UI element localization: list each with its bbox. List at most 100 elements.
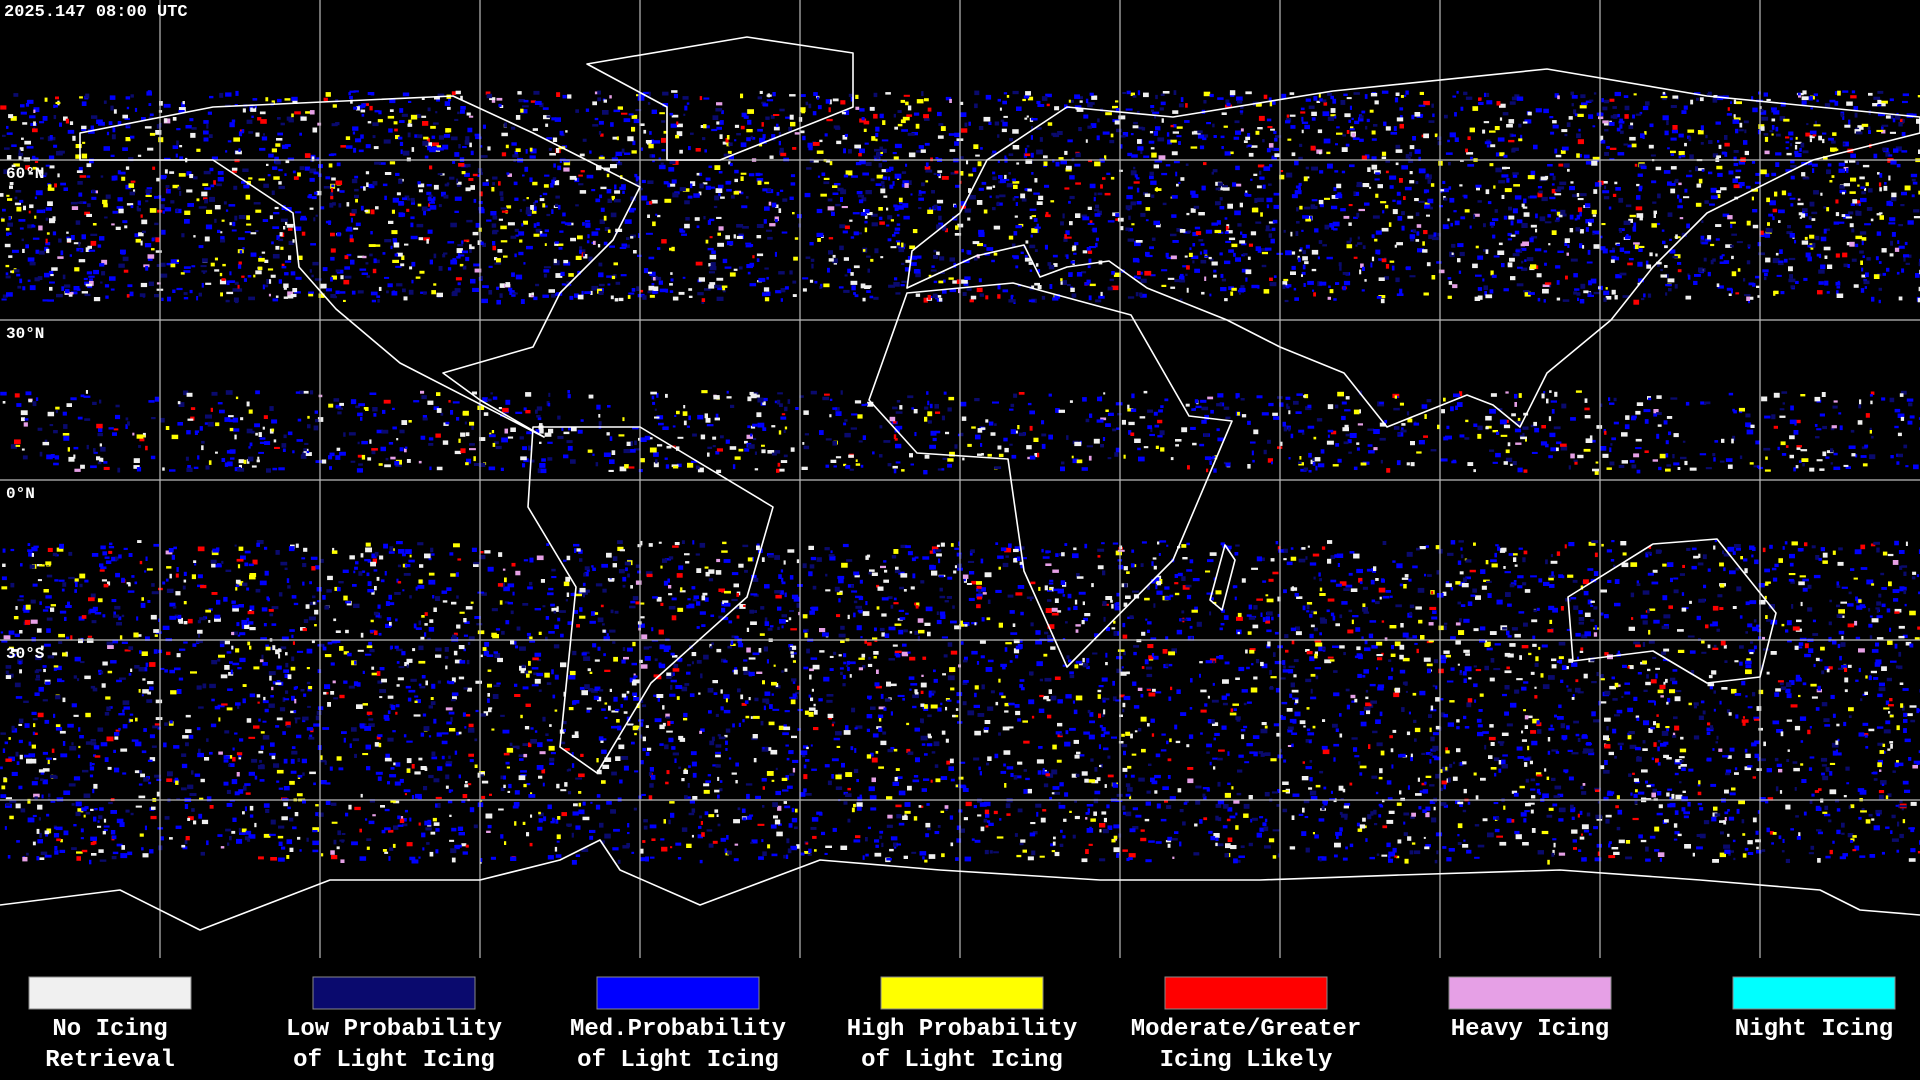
icing-pixel xyxy=(423,210,426,216)
icing-pixel xyxy=(1139,292,1143,297)
icing-pixel xyxy=(1286,172,1293,178)
icing-pixel xyxy=(1705,467,1712,470)
icing-pixel xyxy=(949,451,955,457)
icing-pixel xyxy=(937,468,945,471)
icing-pixel xyxy=(268,153,274,158)
icing-pixel xyxy=(71,206,79,210)
icing-pixel xyxy=(1012,197,1016,201)
icing-pixel xyxy=(1335,193,1343,199)
icing-pixel xyxy=(996,201,1000,206)
icing-pixel xyxy=(59,122,62,127)
icing-pixel xyxy=(55,101,61,104)
icing-pixel xyxy=(1822,425,1827,430)
icing-pixel xyxy=(75,220,81,225)
icing-pixel xyxy=(1854,112,1858,118)
icing-pixel xyxy=(217,229,221,233)
icing-pixel xyxy=(1328,285,1331,288)
icing-pixel xyxy=(978,126,984,130)
icing-pixel xyxy=(1601,98,1604,103)
icing-pixel xyxy=(778,140,781,146)
icing-pixel xyxy=(1068,272,1073,277)
icing-pixel xyxy=(465,187,471,192)
icing-pixel xyxy=(1043,161,1048,166)
icing-pixel xyxy=(290,271,296,276)
icing-pixel xyxy=(1176,135,1182,138)
icing-pixel xyxy=(703,97,710,100)
icing-pixel xyxy=(1465,419,1469,423)
icing-pixel xyxy=(714,284,722,288)
icing-pixel xyxy=(698,277,705,282)
icing-pixel xyxy=(1593,189,1598,194)
icing-pixel xyxy=(496,97,503,101)
icing-pixel xyxy=(1524,119,1532,124)
icing-pixel xyxy=(1337,458,1342,463)
icing-pixel xyxy=(1653,409,1659,414)
icing-pixel xyxy=(208,134,213,138)
icing-pixel xyxy=(93,451,98,454)
icing-pixel xyxy=(1764,136,1769,142)
icing-pixel xyxy=(840,390,843,395)
icing-pixel xyxy=(481,298,488,304)
icing-pixel xyxy=(1735,128,1739,134)
icing-pixel xyxy=(1374,238,1378,242)
icing-pixel xyxy=(355,222,361,227)
icing-pixel xyxy=(1060,160,1067,165)
icing-pixel xyxy=(704,149,707,153)
icing-pixel xyxy=(1193,130,1201,135)
icing-pixel xyxy=(1015,225,1022,229)
icing-pixel xyxy=(1068,200,1071,204)
icing-pixel xyxy=(0,105,7,110)
icing-pixel xyxy=(862,249,866,252)
icing-pixel xyxy=(849,219,853,222)
icing-pixel xyxy=(1395,277,1400,283)
icing-pixel xyxy=(792,294,797,297)
icing-pixel xyxy=(1523,198,1527,204)
icing-pixel xyxy=(533,90,540,95)
icing-pixel xyxy=(842,135,848,140)
icing-pixel xyxy=(647,102,651,105)
icing-pixel xyxy=(1862,463,1868,467)
icing-pixel xyxy=(1318,240,1323,244)
icing-pixel xyxy=(1688,170,1692,173)
icing-pixel xyxy=(1298,429,1305,433)
icing-pixel xyxy=(858,440,863,443)
icing-pixel xyxy=(1503,215,1508,220)
icing-pixel xyxy=(395,265,402,268)
icing-pixel xyxy=(1095,204,1100,209)
icing-pixel xyxy=(1397,216,1403,221)
icing-pixel xyxy=(300,454,307,459)
icing-pixel xyxy=(1052,297,1059,301)
icing-pixel xyxy=(769,155,774,159)
icing-pixel xyxy=(1408,157,1411,160)
icing-pixel xyxy=(128,157,134,162)
icing-pixel xyxy=(372,268,377,274)
icing-pixel xyxy=(261,136,268,141)
icing-pixel xyxy=(869,295,874,299)
icing-pixel xyxy=(1781,190,1787,196)
icing-pixel xyxy=(1174,279,1181,283)
icing-pixel xyxy=(328,403,334,408)
icing-pixel xyxy=(754,468,759,471)
icing-pixel xyxy=(579,246,583,249)
icing-pixel xyxy=(339,190,345,193)
icing-pixel xyxy=(336,162,341,167)
icing-pixel xyxy=(825,159,831,163)
icing-pixel xyxy=(1438,269,1445,274)
icing-pixel xyxy=(1089,92,1094,96)
icing-pixel xyxy=(1179,229,1186,233)
icing-pixel xyxy=(644,435,651,441)
icing-pixel xyxy=(459,263,464,267)
icing-pixel xyxy=(1640,133,1645,139)
icing-pixel xyxy=(1719,460,1725,463)
icing-pixel xyxy=(670,272,673,275)
icing-pixel xyxy=(1485,249,1489,254)
icing-pixel xyxy=(1368,450,1375,454)
icing-pixel xyxy=(1743,120,1749,124)
icing-pixel xyxy=(666,445,672,449)
icing-pixel xyxy=(125,424,128,429)
icing-pixel xyxy=(530,100,536,103)
icing-pixel xyxy=(350,217,353,223)
icing-pixel xyxy=(1489,408,1496,414)
icing-pixel xyxy=(1896,461,1900,465)
icing-pixel xyxy=(1257,197,1264,202)
